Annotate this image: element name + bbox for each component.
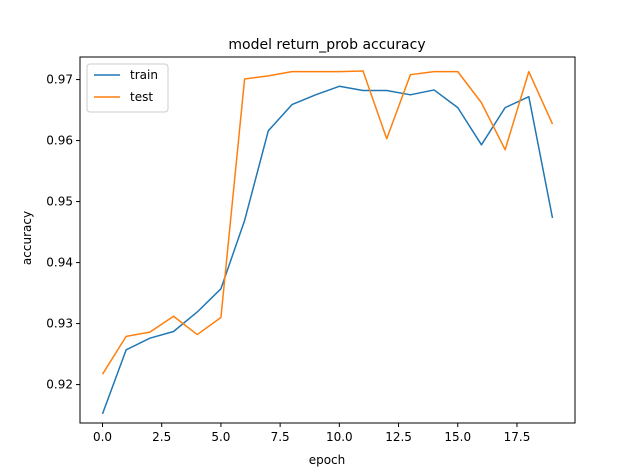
y-tick-label: 0.95 bbox=[46, 195, 73, 209]
y-axis-label: accuracy bbox=[20, 211, 34, 265]
y-tick-label: 0.96 bbox=[46, 134, 73, 148]
series-line-test bbox=[101, 70, 554, 375]
x-tick-label: 17.5 bbox=[504, 430, 531, 444]
y-tick-label: 0.97 bbox=[46, 73, 73, 87]
x-tick-label: 5.0 bbox=[211, 430, 230, 444]
x-tick-label: 7.5 bbox=[271, 430, 290, 444]
x-tick-label: 2.5 bbox=[152, 430, 171, 444]
plot-frame bbox=[79, 56, 576, 424]
x-axis-label: epoch bbox=[309, 453, 346, 467]
x-axis: 0.0 2.5 5.0 7.5 10.0 12.5 15.0 17.5 bbox=[93, 423, 530, 444]
y-tick-label: 0.92 bbox=[46, 378, 73, 392]
x-tick-label: 12.5 bbox=[385, 430, 412, 444]
x-tick-label: 0.0 bbox=[93, 430, 112, 444]
y-tick-label: 0.94 bbox=[46, 256, 73, 270]
x-tick-label: 10.0 bbox=[326, 430, 353, 444]
series-layer bbox=[101, 70, 554, 415]
legend: train test bbox=[86, 63, 169, 113]
series-line-train bbox=[101, 85, 554, 415]
x-tick-label: 15.0 bbox=[444, 430, 471, 444]
legend-label-test: test bbox=[130, 90, 153, 104]
chart-title: model return_prob accuracy bbox=[228, 37, 425, 53]
y-axis: 0.92 0.93 0.94 0.95 0.96 0.97 bbox=[46, 73, 80, 392]
legend-box bbox=[86, 63, 169, 113]
legend-label-train: train bbox=[130, 68, 158, 82]
y-tick-label: 0.93 bbox=[46, 317, 73, 331]
